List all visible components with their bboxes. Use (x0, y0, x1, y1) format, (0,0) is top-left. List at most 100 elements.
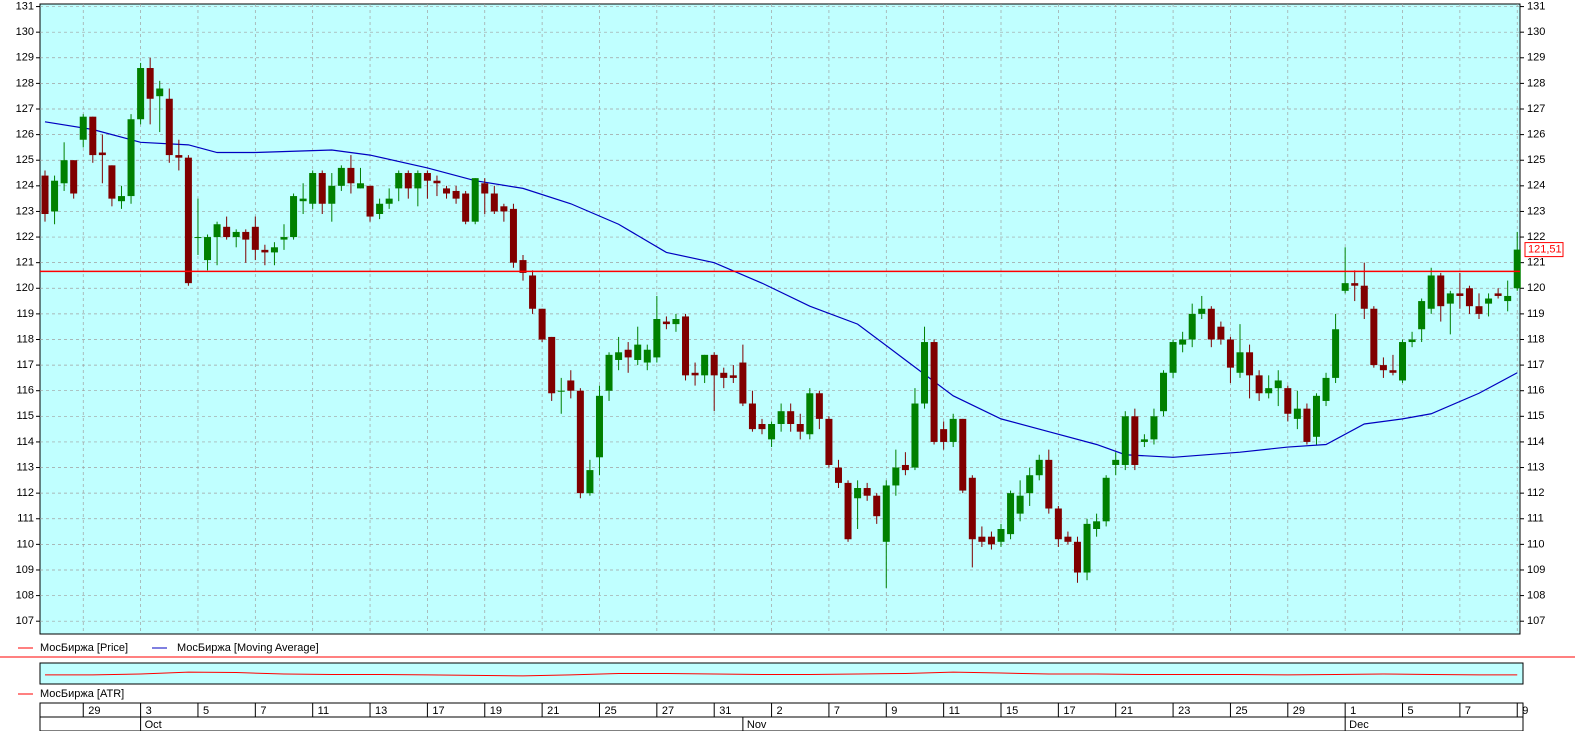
y-tick-label: 116 (1527, 385, 1545, 397)
candle-body (423, 173, 431, 181)
candle-body (1351, 283, 1359, 286)
legend-label: МосБиржа [ATR] (40, 688, 124, 700)
candle-body (366, 185, 374, 217)
candle-body (328, 185, 336, 204)
last-price-box (1524, 242, 1564, 258)
candle-body (89, 116, 97, 156)
x-tick-label: 21 (547, 705, 559, 717)
candle-body (921, 342, 929, 404)
candle-body (1140, 439, 1148, 442)
x-tick-label: 9 (1522, 705, 1528, 717)
y-tick-label: 119 (16, 308, 34, 320)
candle-body (701, 354, 709, 376)
month-label: Dec (1349, 719, 1369, 731)
candle-body (1399, 342, 1407, 381)
candle-body (911, 403, 919, 468)
y-tick-label: 123 (1527, 205, 1545, 217)
candle-body (729, 375, 737, 378)
candle-body (41, 175, 49, 214)
y-tick-label: 111 (17, 513, 34, 525)
candle-body (1513, 249, 1521, 289)
candle-body (987, 536, 995, 545)
candle-body (1284, 388, 1292, 414)
y-tick-label: 131 (16, 0, 34, 12)
y-tick-label: 121 (1527, 257, 1545, 269)
x-tick-label: 2 (777, 705, 783, 717)
y-tick-label: 125 (16, 154, 34, 166)
candle-body (165, 98, 173, 156)
candle-body (1341, 283, 1349, 291)
candle-body (605, 354, 613, 391)
last-price-label: 121,51 (1528, 244, 1562, 256)
candle-body (318, 173, 326, 204)
candle-body (60, 160, 68, 184)
y-tick-label: 107 (16, 615, 34, 627)
candle-body (1274, 380, 1282, 389)
candle-body (1246, 352, 1254, 376)
candle-body (1073, 541, 1081, 573)
candle-body (299, 198, 307, 202)
x-tick-label: 15 (1006, 705, 1018, 717)
candle-body (1312, 395, 1320, 437)
y-tick-label: 115 (1527, 410, 1545, 422)
x-tick-label: 7 (834, 705, 840, 717)
y-tick-label: 117 (16, 359, 34, 371)
candle-body (1255, 375, 1263, 394)
y-tick-label: 107 (1527, 615, 1545, 627)
candle-body (854, 488, 862, 499)
candle-body (834, 467, 842, 483)
candle-body (98, 152, 106, 156)
month-label: Nov (747, 719, 767, 731)
candle-body (624, 349, 632, 358)
candle-body (758, 424, 766, 430)
candle-body (509, 208, 517, 263)
candle-body (175, 155, 183, 158)
candle-body (1418, 301, 1426, 330)
y-tick-label: 131 (1527, 0, 1545, 12)
candle-body (1131, 416, 1139, 465)
candle-body (270, 247, 278, 253)
candle-body (1389, 370, 1397, 373)
candle-body (777, 411, 785, 424)
y-tick-label: 128 (16, 77, 34, 89)
candle-body (1226, 339, 1234, 368)
candle-body (51, 180, 59, 212)
candle-body (376, 203, 384, 214)
x-tick-label: 21 (1121, 705, 1133, 717)
y-tick-label: 119 (1527, 308, 1545, 320)
atr-line (45, 671, 1518, 677)
candle-body (1207, 308, 1215, 340)
candle-body (1408, 339, 1416, 343)
candle-body (653, 319, 661, 358)
candle-body (586, 470, 594, 494)
candle-body (1121, 416, 1129, 465)
candle-body (1160, 372, 1168, 412)
candle-body (1007, 493, 1015, 535)
candle-body (1179, 339, 1187, 345)
y-tick-label: 113 (16, 461, 34, 473)
x-tick-label: 1 (1350, 705, 1356, 717)
candle-body (1293, 408, 1301, 419)
candle-body (1475, 306, 1483, 314)
moving-average-line (44, 121, 1518, 458)
candle-body (1054, 508, 1062, 540)
x-tick-label: 27 (662, 705, 674, 717)
candle-body (643, 349, 651, 363)
price-panel (39, 3, 1521, 635)
candle-body (309, 173, 317, 204)
x-tick-label: 17 (1063, 705, 1075, 717)
x-tick-label: 31 (719, 705, 731, 717)
y-tick-label: 123 (16, 205, 34, 217)
candle-body (959, 418, 967, 491)
y-tick-label: 127 (1527, 103, 1545, 115)
candle-body (1236, 352, 1244, 373)
month-label: Oct (145, 719, 162, 731)
candle-body (1360, 285, 1368, 309)
candle-body (739, 362, 747, 404)
legend-label: МосБиржа [Moving Average] (177, 642, 319, 654)
x-tick-label: 23 (1178, 705, 1190, 717)
candle-body (433, 180, 441, 184)
candle-body (892, 467, 900, 486)
candle-body (127, 119, 135, 197)
candle-body (1446, 293, 1454, 304)
